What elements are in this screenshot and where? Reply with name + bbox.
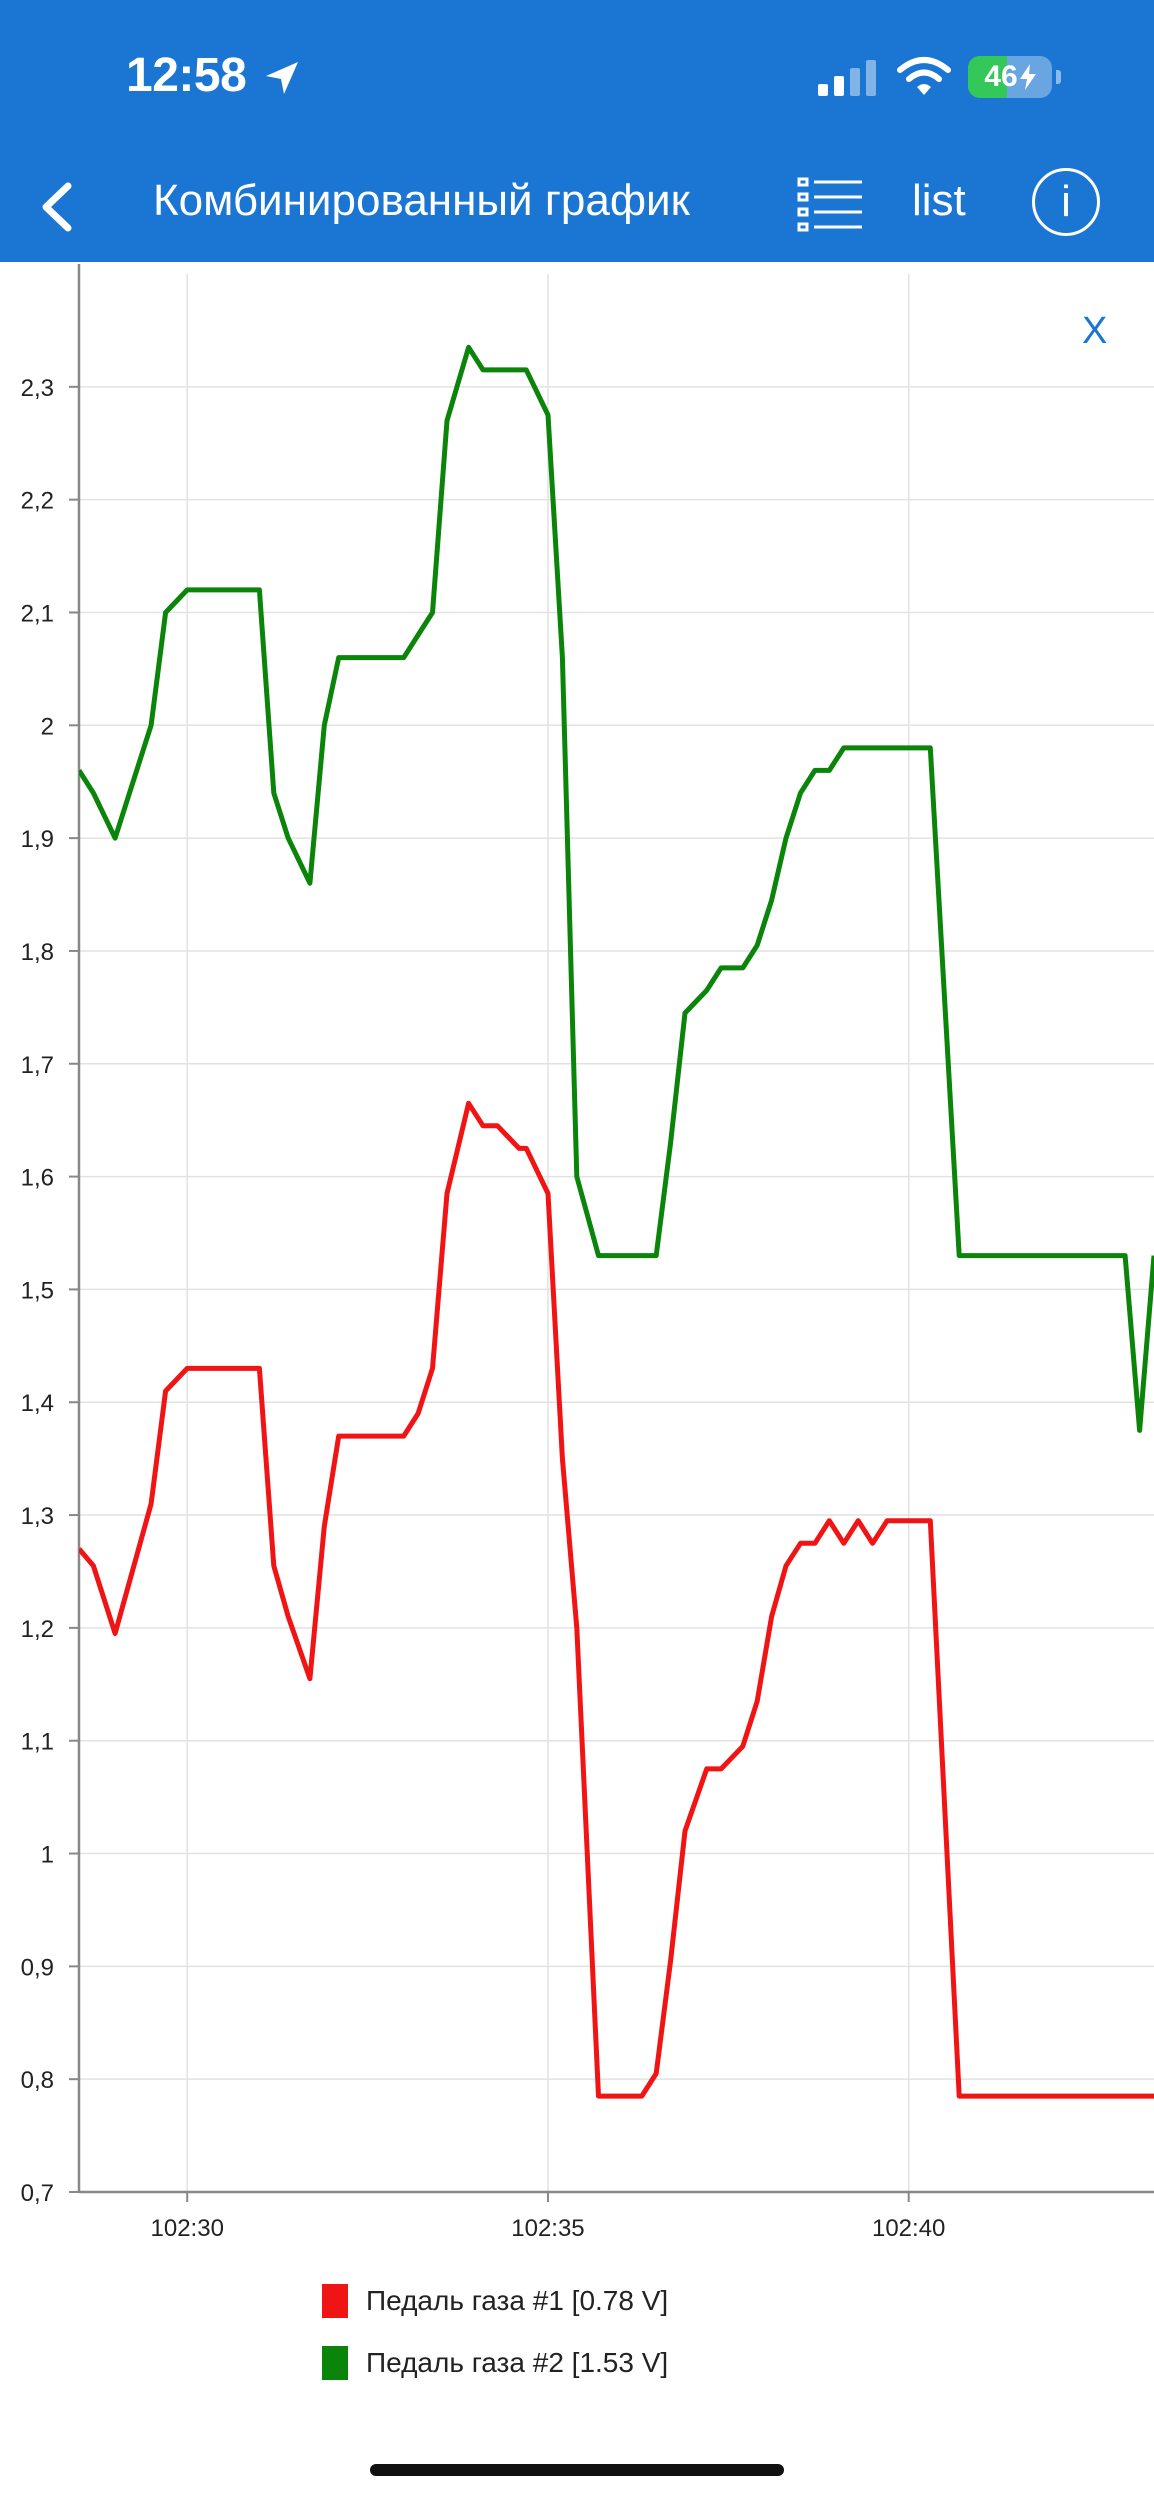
combined-line-chart: 0,7 0,8 0,9 1 1,1 1,2 1,3 1,4 1,5 1,6 1,7 1,8 1,9 2 2,… [21,264,1154,2242]
chevron-left-icon [42,182,72,232]
list-button[interactable]: list [912,176,966,225]
y-tick-label: 1,9 [21,826,54,853]
status-time: 12:58 [126,49,247,102]
y-tick-label: 1,7 [21,1052,54,1079]
status-bar: 12:58 46 [0,0,1154,150]
chart-area: 0,7 0,8 0,9 1 1,1 1,2 1,3 1,4 1,5 1,6 1,7 1,8 1,9 2 2,… [0,262,1154,2500]
y-tick-label: 0,9 [21,1954,54,1981]
y-tick-label: 1,5 [21,1277,54,1304]
list-view-button[interactable] [796,174,866,234]
battery-fill [968,56,1007,98]
y-tick-label: 1 [41,1842,54,1869]
info-icon: i [1061,177,1071,226]
legend-item-2[interactable]: Педаль газа #2 [1.53 V] [322,2332,668,2394]
battery-level: 46 [984,60,1018,93]
y-tick-label: 1,2 [21,1616,54,1643]
x-tick-label: 102:30 [151,2215,224,2242]
legend-label: Педаль газа #1 [0.78 V] [366,2285,669,2316]
series-line-2 [79,344,1154,1433]
legend-swatch [322,2284,348,2318]
list-icon [797,177,862,232]
legend-swatch [322,2346,348,2380]
y-tick-label: 1,4 [21,1390,54,1417]
series-line-1 [79,1100,1154,2099]
x-tick-label: 102:35 [511,2215,584,2242]
y-tick-label: 2 [41,713,54,740]
back-button[interactable] [30,172,90,242]
y-tick-label: 2,1 [21,600,54,627]
legend-item-1[interactable]: Педаль газа #1 [0.78 V] [322,2270,668,2332]
y-tick-label: 1,3 [21,1503,54,1530]
y-tick-label: 2,2 [21,488,54,515]
y-tick-label: 2,3 [21,375,54,402]
location-arrow-icon [266,62,298,94]
chart-legend: Педаль газа #1 [0.78 V] Педаль газа #2 [1… [322,2270,668,2394]
app-bar: Комбинированный график list i [0,150,1154,262]
page-title: Комбинированный график [153,176,690,225]
info-button[interactable]: i [1032,168,1100,236]
y-tick-label: 0,8 [21,2067,54,2094]
battery-cap [1056,70,1061,84]
close-button[interactable]: X [1082,310,1108,352]
cellular-signal-icon [818,60,876,96]
legend-label: Педаль газа #2 [1.53 V] [366,2347,669,2378]
y-tick-label: 1,6 [21,1165,54,1192]
y-tick-label: 0,7 [21,2180,54,2207]
home-indicator [370,2464,784,2476]
x-tick-label: 102:40 [872,2215,945,2242]
bolt-icon [1019,64,1036,90]
battery-indicator: 46 [968,56,1052,98]
y-tick-label: 1,8 [21,939,54,966]
wifi-icon [897,57,951,95]
y-tick-label: 1,1 [21,1729,54,1756]
